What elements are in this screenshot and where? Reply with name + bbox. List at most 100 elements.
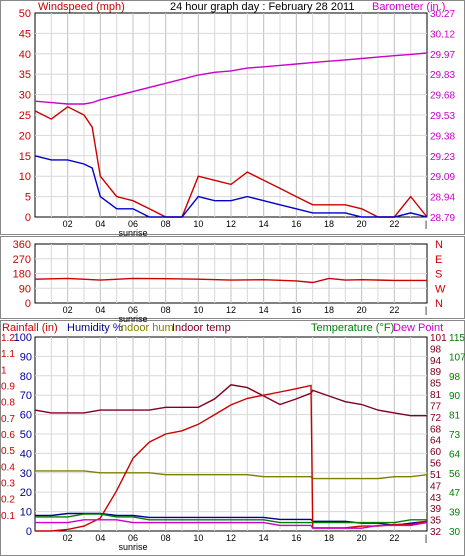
compass-tick: E	[435, 254, 442, 266]
x-tick-label: 22	[389, 533, 399, 543]
baro-y-tick: 28.94	[430, 193, 455, 204]
indoor-hum-label: Indoor hum	[118, 322, 174, 334]
indoor-temp-y-tick: 101	[430, 333, 447, 344]
baro-y-tick: 29.23	[430, 152, 455, 163]
wind-series-0	[34, 105, 428, 218]
x-tick-label: 02	[63, 533, 73, 543]
hum-y-tick: 30	[20, 468, 32, 480]
x-end-mark: |	[425, 533, 427, 543]
hum-y-tick: 0	[26, 526, 32, 538]
x-tick-label: 20	[357, 219, 367, 229]
humidity-label: Humidity %	[67, 322, 123, 334]
temp-series-3	[35, 384, 428, 532]
baro-y-tick: 29.53	[430, 111, 455, 122]
wind-y-tick: 0	[25, 212, 31, 224]
compass-tick: N	[435, 239, 443, 251]
x-end-mark: |	[425, 219, 427, 229]
x-tick-label: 04	[95, 219, 105, 229]
temp-y-tick: 115	[449, 333, 465, 344]
hum-y-tick: 10	[20, 507, 32, 519]
x-tick-label: 02	[63, 219, 73, 229]
x-tick-label: 06	[128, 219, 138, 229]
dir-y-tick: 360	[13, 239, 31, 251]
x-tick-label: 12	[226, 219, 236, 229]
temp-y-tick: 98	[449, 372, 461, 383]
indoor-temp-label: Indoor temp	[172, 322, 231, 334]
baro-y-tick: 28.79	[430, 213, 455, 224]
temp-series-1	[35, 470, 428, 480]
temp-y-tick: 90	[449, 391, 461, 402]
baro-y-tick: 29.38	[430, 131, 455, 142]
rain-y-tick: 0.3	[1, 479, 15, 490]
wind-y-tick: 45	[19, 28, 31, 40]
hum-y-tick: 60	[20, 410, 32, 422]
dir-y-tick: 90	[19, 283, 31, 295]
rain-y-tick: 0.8	[1, 398, 15, 409]
sunrise-label: sunrise	[118, 228, 147, 238]
x-tick-label: 12	[226, 533, 236, 543]
indoor-temp-y-tick: 32	[430, 527, 442, 538]
indoor-temp-y-tick: 81	[430, 390, 442, 401]
baro-y-tick: 30.27	[430, 9, 455, 20]
x-tick-label: 20	[357, 305, 367, 315]
x-tick-label: 16	[291, 533, 301, 543]
x-tick-label: 10	[193, 219, 203, 229]
x-tick-label: 20	[357, 533, 367, 543]
x-tick-label: 12	[226, 305, 236, 315]
x-tick-label: 04	[95, 305, 105, 315]
hum-y-tick: 20	[20, 487, 32, 499]
x-tick-label: 18	[324, 219, 334, 229]
indoor-temp-y-tick: 60	[430, 447, 442, 458]
x-end-mark: |	[425, 305, 427, 315]
temp-y-tick: 73	[449, 430, 461, 441]
hum-y-tick: 80	[20, 371, 32, 383]
x-tick-label: 10	[193, 305, 203, 315]
x-tick-label: 22	[389, 219, 399, 229]
series-layer	[34, 52, 428, 532]
rain-y-tick: 0.1	[1, 511, 15, 522]
wind-y-tick: 35	[19, 69, 31, 81]
indoor-temp-y-tick: 85	[430, 379, 442, 390]
hum-y-tick: 40	[20, 448, 32, 460]
rain-y-tick: 1	[1, 365, 7, 376]
baro-y-tick: 29.09	[430, 172, 455, 183]
baro-y-tick: 29.83	[430, 70, 455, 81]
temperature-label: Temperature (°F)	[311, 322, 394, 334]
x-tick-label: 14	[259, 305, 269, 315]
rain-y-tick: 0.6	[1, 430, 15, 441]
indoor-temp-y-tick: 72	[430, 413, 442, 424]
temp-y-tick: 107	[449, 352, 465, 363]
rain-y-tick: 0.5	[1, 446, 15, 457]
temp-series-4	[35, 513, 427, 524]
wind-series-2	[34, 52, 428, 105]
x-tick-label: 06	[128, 533, 138, 543]
indoor-temp-y-tick: 77	[430, 401, 442, 412]
sunrise-label: sunrise	[118, 542, 147, 552]
x-tick-label: 14	[259, 533, 269, 543]
rain-y-tick: 1.1	[1, 349, 15, 360]
indoor-temp-y-tick: 98	[430, 344, 442, 355]
temp-series-5	[35, 519, 428, 529]
wind-y-tick: 25	[19, 110, 31, 122]
hum-y-tick: 90	[20, 351, 32, 363]
x-tick-label: 06	[128, 305, 138, 315]
temp-series-2	[34, 384, 427, 417]
grid-layer	[35, 13, 427, 531]
wind-y-tick: 10	[19, 171, 31, 183]
rain-y-tick: 0.2	[1, 495, 15, 506]
hum-y-tick: 100	[14, 332, 32, 344]
compass-tick: W	[435, 283, 446, 295]
x-tick-label: 22	[389, 305, 399, 315]
temp-y-tick: 39	[449, 508, 461, 519]
indoor-temp-y-tick: 35	[430, 516, 442, 527]
temp-y-tick: 81	[449, 411, 461, 422]
indoor-temp-y-tick: 64	[430, 436, 442, 447]
rain-y-tick: 0.9	[1, 382, 15, 393]
wind-y-tick: 30	[19, 90, 31, 102]
temp-y-tick: 64	[449, 449, 461, 460]
x-tick-label: 08	[161, 219, 171, 229]
indoor-temp-y-tick: 47	[430, 481, 442, 492]
wind-y-tick: 5	[25, 192, 31, 204]
dew-point-label: Dew Point	[393, 322, 443, 334]
